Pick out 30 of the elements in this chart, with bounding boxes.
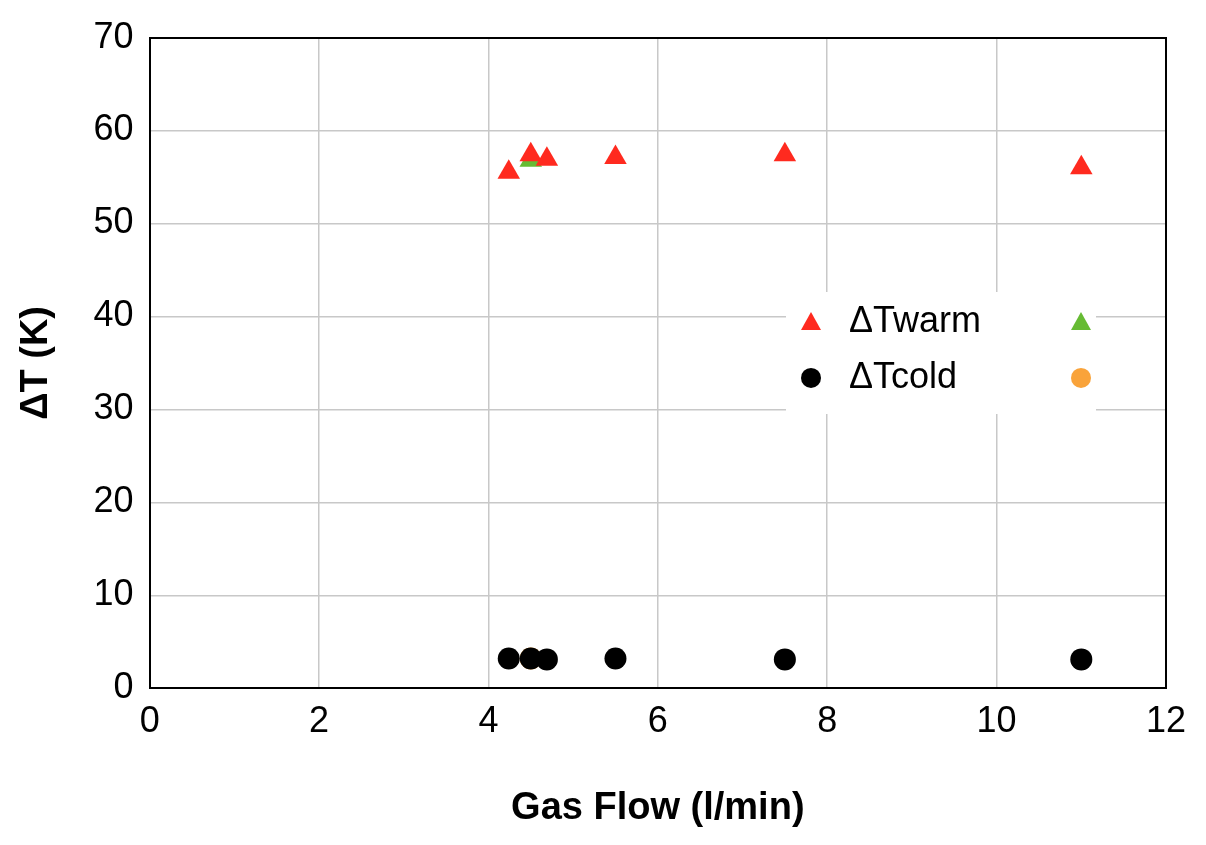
point [773, 141, 797, 162]
legend-label: ΔTcold [849, 354, 958, 396]
point [535, 146, 559, 166]
point [773, 648, 796, 671]
x-axis-title: Gas Flow (l/min) [511, 784, 805, 827]
y-tick-label: 20 [93, 479, 134, 521]
x-tick-label: 6 [647, 698, 668, 740]
y-tick-label: 30 [93, 386, 134, 428]
point [1070, 648, 1093, 671]
point [1070, 154, 1093, 175]
legend-label: ΔTwarm [849, 298, 982, 340]
point [519, 141, 543, 162]
x-tick-label: 0 [139, 698, 160, 740]
y-tick-label: 10 [93, 572, 134, 614]
y-tick-label: 70 [93, 14, 134, 56]
point [604, 647, 627, 670]
x-tick-label: 2 [309, 698, 330, 740]
x-tick-label: 4 [478, 698, 499, 740]
point [497, 647, 520, 670]
point [497, 159, 521, 179]
point [604, 144, 627, 164]
x-tick-label: 8 [817, 698, 838, 740]
point [535, 648, 558, 671]
y-tick-label: 40 [93, 293, 134, 335]
x-tick-label: 10 [976, 698, 1017, 740]
y-tick-label: 0 [113, 665, 134, 707]
y-tick-label: 60 [93, 107, 134, 149]
y-axis-title: ΔT (K) [13, 305, 56, 420]
x-tick-label: 12 [1145, 698, 1187, 740]
y-tick-label: 50 [93, 200, 134, 242]
